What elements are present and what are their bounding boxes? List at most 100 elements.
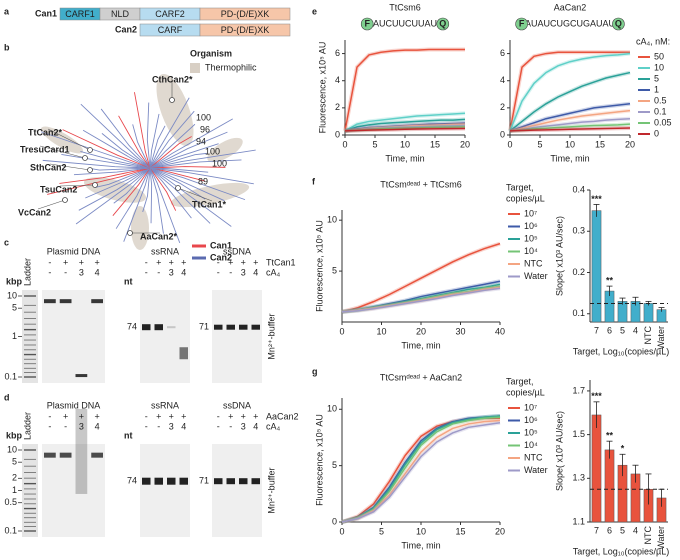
x-tick-label: 5 (372, 139, 377, 149)
tree-branch (142, 167, 151, 213)
gel-band (226, 478, 235, 485)
support-value: 100 (205, 146, 220, 156)
tree-branch (95, 167, 151, 188)
lane-sign: + (156, 257, 161, 267)
panel-label: d (4, 392, 10, 402)
marker-label: 10 (7, 444, 17, 454)
lane-sign: + (228, 411, 233, 421)
marker-label: 2 (12, 473, 17, 483)
probe-sequence: -AUAUCUGCUGAUAU- (522, 18, 618, 28)
y-tick-label: 5 (332, 265, 337, 275)
gel-background (22, 290, 38, 383)
gel-background (42, 290, 105, 383)
y-tick-label: 0.4 (572, 184, 585, 194)
bar (604, 449, 615, 523)
gel-band (251, 324, 260, 330)
x-tick-label: Water (656, 526, 666, 550)
legend-label: Can1 (210, 240, 232, 250)
tree-branch (112, 167, 151, 217)
series-line (509, 51, 630, 132)
leaf-dot (62, 197, 68, 203)
gel-title: ssDNA (223, 400, 251, 410)
row-label: cA₄ (266, 267, 281, 277)
leaf-dot (127, 230, 133, 236)
y-tick-label: 1.5 (572, 429, 585, 439)
lane-sign: 4 (181, 267, 186, 277)
panel-label: b (4, 42, 10, 52)
legend-label: 0.1 (654, 106, 667, 116)
y-tick-label: 0 (335, 129, 340, 139)
y-tick-label: 1.3 (572, 473, 585, 483)
series-band (341, 414, 501, 524)
x-tick-label: Water (656, 326, 666, 350)
domain-box (199, 7, 291, 21)
series-line (509, 109, 631, 132)
thermophilic-clade (40, 126, 84, 154)
marker-label: 74 (127, 476, 137, 486)
tree-branch (149, 149, 256, 169)
tree-branch (149, 167, 209, 173)
probe-dye (515, 17, 528, 31)
y-axis-label: Fluorescence, x10⁵ AU (314, 414, 324, 506)
gel-band (75, 408, 88, 494)
marker-label: 1 (12, 331, 17, 341)
lane-sign: 3 (79, 267, 84, 277)
x-tick-label: 5 (620, 325, 625, 335)
tree-branch (90, 167, 151, 171)
tree-branch (149, 167, 254, 185)
gel-band (179, 347, 188, 360)
lane-sign: + (79, 411, 84, 421)
marker-label: 71 (199, 322, 209, 332)
ladder-label: Ladder (22, 258, 32, 286)
y-axis-label: Fluorescence, x10⁵ AU (317, 42, 327, 134)
tree-branch (82, 129, 151, 169)
domain-label: CARF (158, 25, 183, 35)
tree-branch (80, 103, 151, 169)
y-tick-label: 4 (335, 75, 340, 85)
significance-label: *** (591, 391, 602, 401)
leaf-label: TtCan1* (192, 199, 227, 209)
marker-label: 5 (12, 303, 17, 313)
tree-branch (149, 113, 160, 169)
tree-branch (134, 92, 151, 169)
leader-line (177, 187, 213, 202)
chart-title: TtCsmᵈᵉᵃᵈ + TtCsm6 (380, 179, 462, 189)
tree-branch (149, 136, 192, 169)
gel-band (167, 326, 176, 329)
domain-label: NLD (111, 9, 130, 19)
x-tick-label: 6 (607, 325, 612, 335)
legend-label: 10⁵ (524, 233, 538, 243)
marker-label: 5 (12, 457, 17, 467)
leaf-dot (175, 185, 181, 191)
gel-band (91, 299, 103, 304)
chart-title: TtCsm6 (389, 2, 421, 12)
leaf-label: TtCan2* (28, 127, 63, 137)
bar (591, 210, 602, 323)
series-line (341, 415, 501, 523)
row-label: cA₄ (266, 421, 281, 431)
lane-sign: 4 (253, 421, 258, 431)
series-line (344, 127, 466, 132)
lane-sign: - (48, 257, 51, 267)
gel-background (42, 444, 105, 537)
series-line (509, 52, 631, 132)
thermophilic-clade (131, 206, 149, 250)
tree-branch (149, 167, 206, 182)
tree-branch (78, 167, 151, 211)
chart-title: TtCsmᵈᵉᵃᵈ + AaCan2 (380, 372, 462, 382)
gel-band (154, 477, 163, 485)
legend-title: copies/µL (506, 193, 545, 203)
lane-sign: - (48, 267, 51, 277)
gel-band (214, 478, 223, 485)
x-axis-label: Time, min (401, 340, 440, 350)
support-value: 100 (196, 112, 211, 122)
gel-background (22, 444, 38, 537)
series-line (509, 103, 631, 132)
gel-band (167, 477, 176, 485)
y-tick-label: 5 (332, 460, 337, 470)
tree-branch (149, 125, 166, 169)
lane-sign: - (229, 421, 232, 431)
series-line (341, 417, 500, 523)
leader-line (49, 163, 91, 171)
row-label: AaCan2 (266, 411, 299, 421)
